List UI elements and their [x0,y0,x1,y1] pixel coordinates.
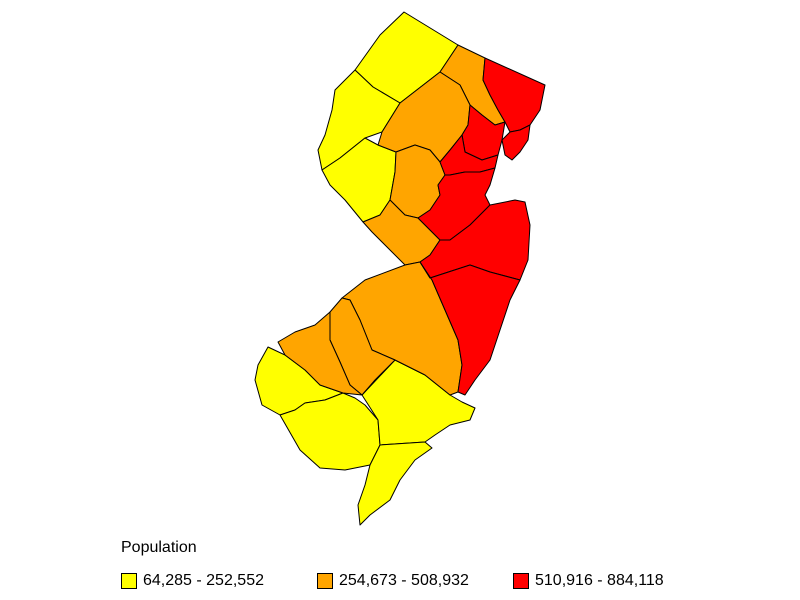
county-hudson [501,124,531,161]
legend-item-mid: 254,673 - 508,932 [317,571,469,591]
legend-item-low: 64,285 - 252,552 [121,571,264,591]
legend-label-low: 64,285 - 252,552 [143,572,264,589]
legend-item-high: 510,916 - 884,118 [513,571,664,591]
legend-title: Population [121,539,197,556]
county-gloucester [277,311,363,396]
county-cumberland [279,392,381,471]
nj-county-map [254,11,546,526]
legend-swatch-high [513,573,529,589]
class-high-counties [417,57,546,396]
class-low-counties [254,11,476,526]
legend-label-high: 510,916 - 884,118 [535,572,664,589]
legend-swatch-low [121,573,137,589]
legend-swatch-mid [317,573,333,589]
county-ocean [419,261,521,396]
county-cape-may [357,441,433,526]
legend-label-mid: 254,673 - 508,932 [339,572,469,589]
